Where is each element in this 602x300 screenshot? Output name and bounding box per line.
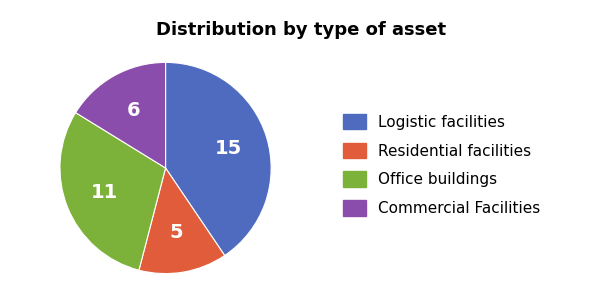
Text: 6: 6 bbox=[127, 101, 140, 120]
Text: 15: 15 bbox=[214, 139, 242, 158]
Text: 11: 11 bbox=[91, 183, 119, 202]
Legend: Logistic facilities, Residential facilities, Office buildings, Commercial Facili: Logistic facilities, Residential facilit… bbox=[335, 106, 548, 224]
Wedge shape bbox=[60, 112, 166, 270]
Text: Distribution by type of asset: Distribution by type of asset bbox=[156, 21, 446, 39]
Wedge shape bbox=[76, 62, 166, 168]
Wedge shape bbox=[166, 62, 271, 256]
Wedge shape bbox=[139, 168, 225, 274]
Text: 5: 5 bbox=[170, 223, 184, 242]
